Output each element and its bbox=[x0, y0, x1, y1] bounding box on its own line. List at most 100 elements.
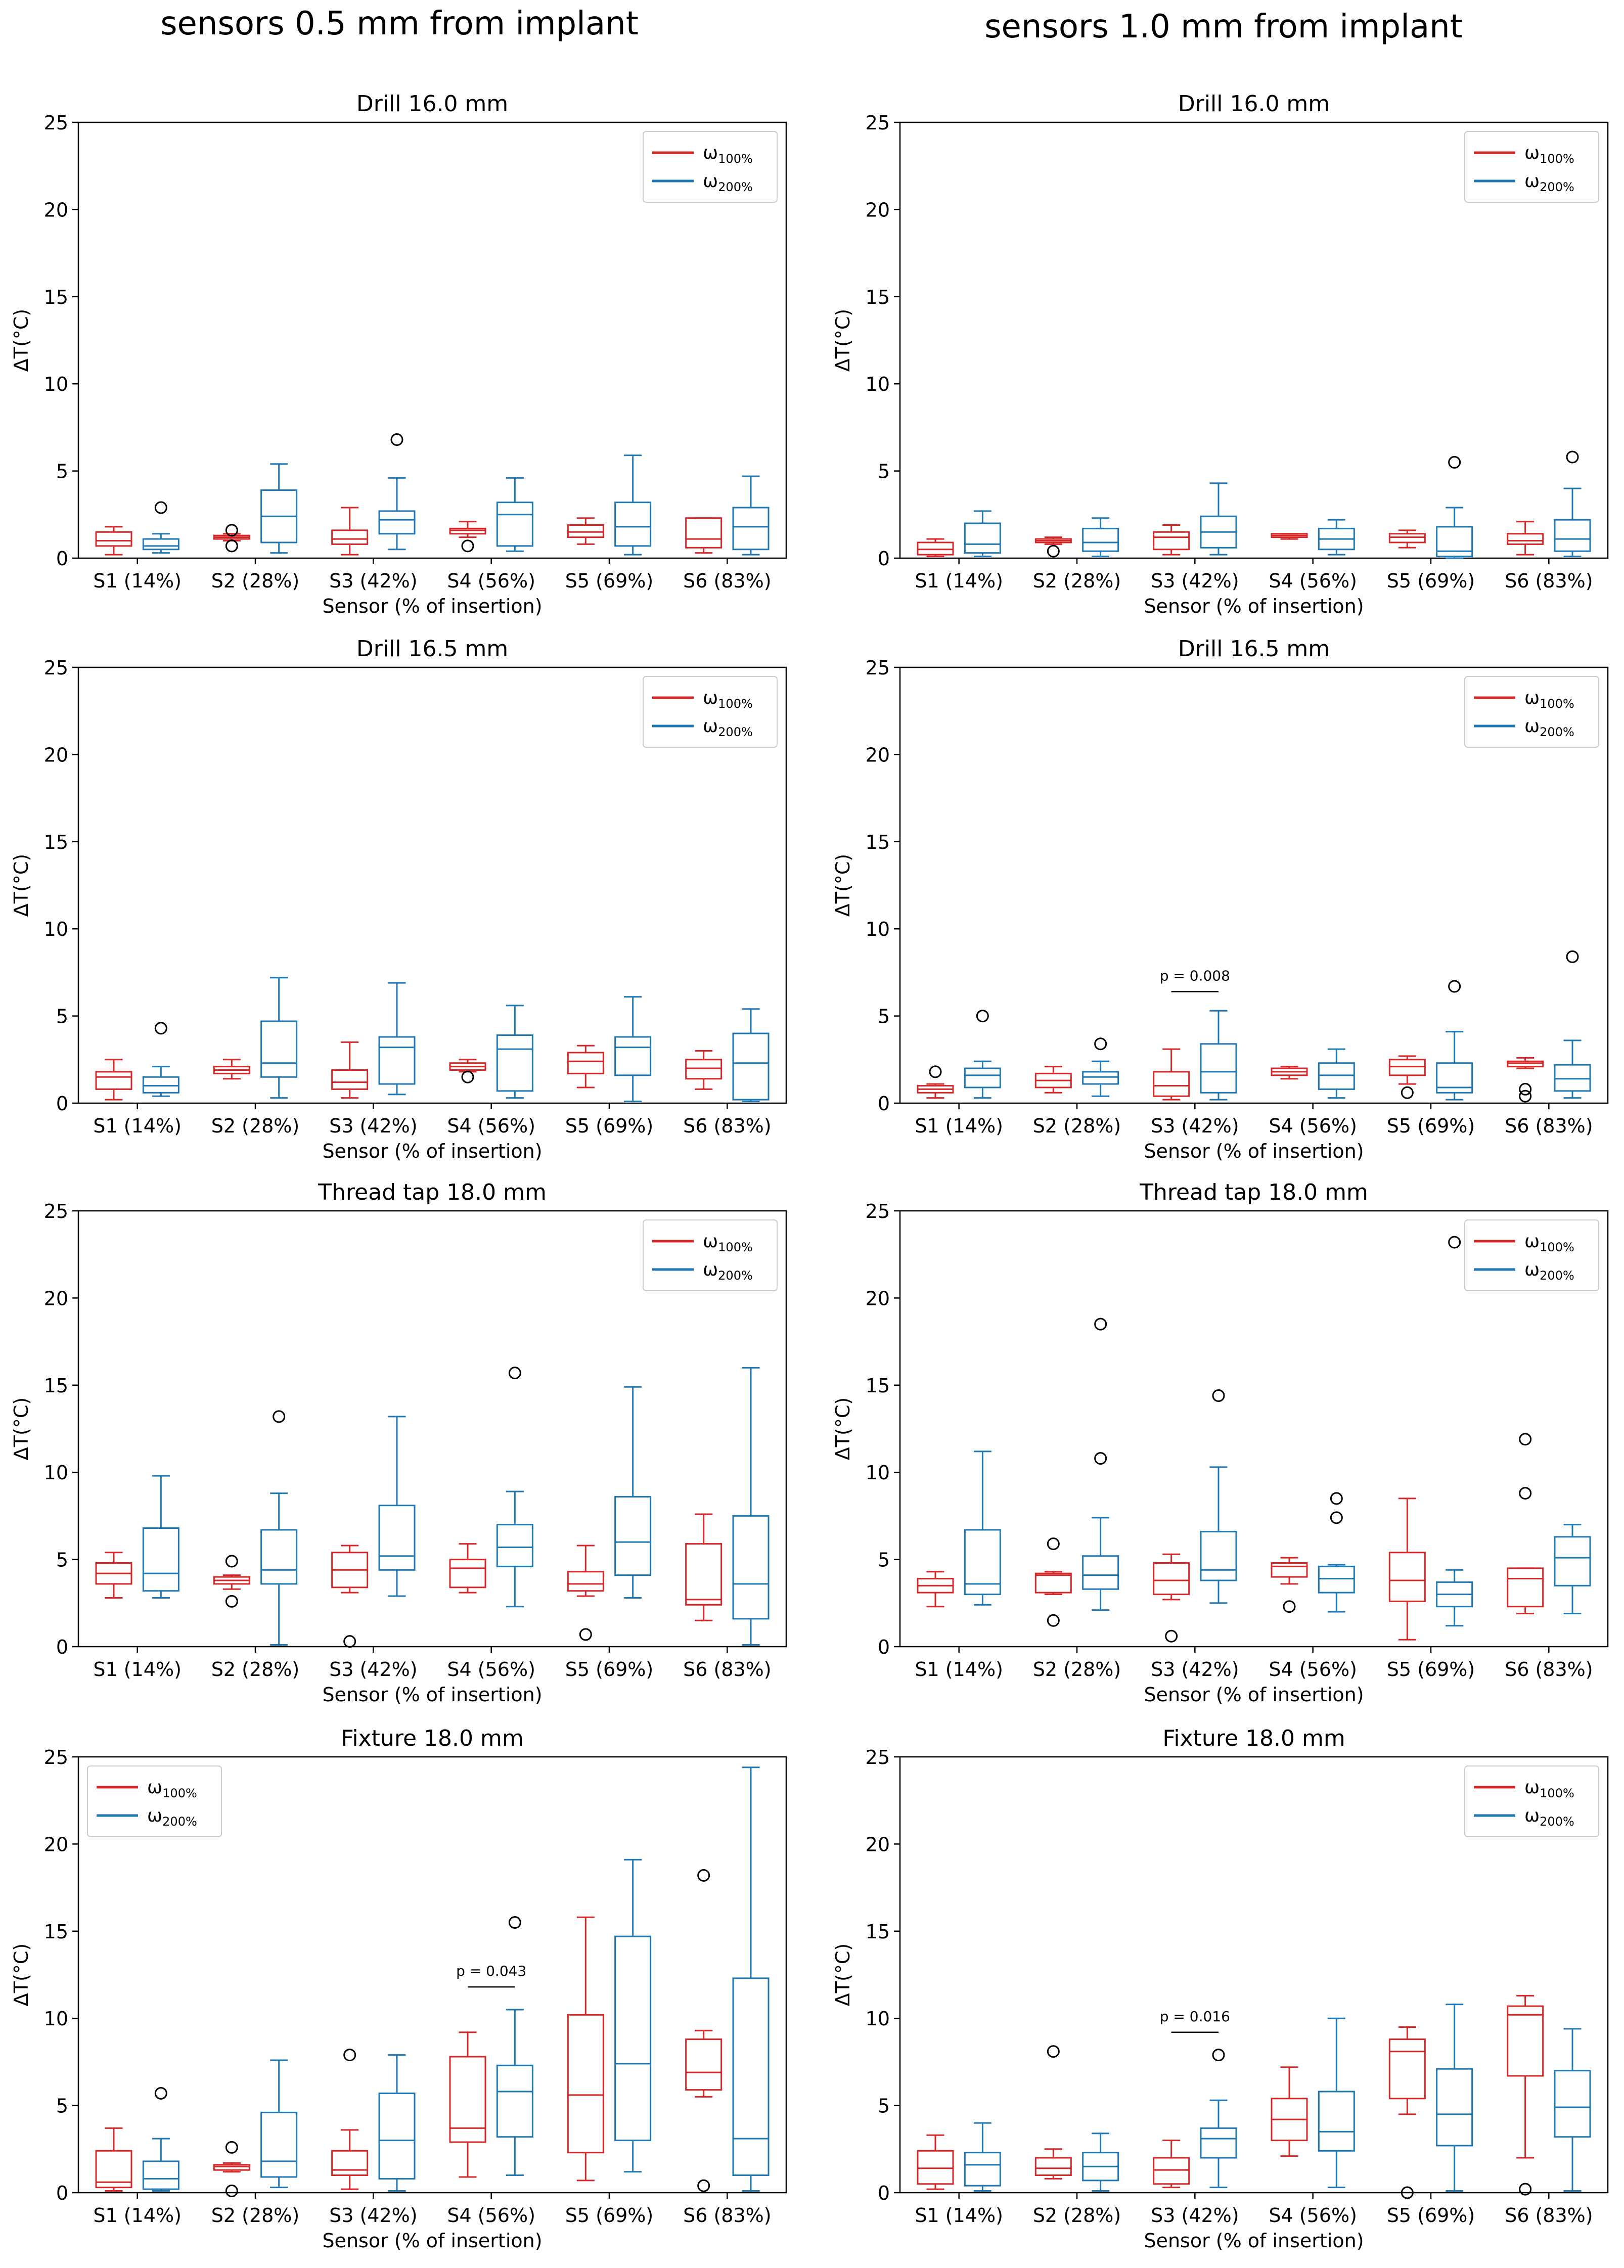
box-w100-2 bbox=[1034, 536, 1072, 558]
legend-box bbox=[643, 676, 778, 748]
legend-box bbox=[87, 1765, 222, 1837]
y-tick-label: 0 bbox=[56, 1093, 68, 1115]
y-tick-label: 25 bbox=[866, 112, 890, 134]
box-w200-1 bbox=[142, 501, 179, 554]
x-tick-label: S3 (42%) bbox=[329, 1115, 418, 1137]
box-iqr bbox=[142, 1527, 179, 1592]
outlier-point bbox=[461, 1070, 474, 1083]
outlier-point bbox=[225, 1595, 238, 1608]
x-tick-label: S5 (69%) bbox=[1387, 1658, 1475, 1681]
box-w200-5 bbox=[614, 455, 652, 556]
x-tick-label: S6 (83%) bbox=[683, 2204, 772, 2227]
y-tick-label: 25 bbox=[44, 1746, 68, 1768]
outlier-point bbox=[343, 2049, 356, 2062]
box-w100-6 bbox=[1507, 1057, 1544, 1103]
box-iqr bbox=[260, 1529, 298, 1585]
box-iqr bbox=[496, 502, 533, 547]
box-w200-6 bbox=[732, 1008, 770, 1103]
y-tick-label: 15 bbox=[44, 1921, 68, 1943]
x-tick-label: S1 (14%) bbox=[915, 2204, 1003, 2227]
box-w200-1 bbox=[964, 1450, 1001, 1606]
box-iqr bbox=[732, 507, 770, 551]
y-tick-label: 5 bbox=[56, 461, 68, 483]
outlier-point bbox=[1094, 1452, 1107, 1465]
x-tick-label: S5 (69%) bbox=[565, 570, 654, 592]
chart-panel-7: Fixture 18.0 mm 0 5 10 15 20 25 S1 (14%) S2 (28%… bbox=[10, 1726, 787, 2252]
box-w200-5 bbox=[1436, 980, 1473, 1101]
y-tick-label: 15 bbox=[866, 1921, 890, 1943]
outlier-point bbox=[225, 524, 238, 537]
y-tick-label: 0 bbox=[878, 2182, 890, 2204]
plot-frame bbox=[899, 666, 1609, 1104]
x-tick-label: S4 (56%) bbox=[447, 570, 535, 592]
x-tick-label: S5 (69%) bbox=[1387, 1115, 1475, 1137]
x-tick-label: S3 (42%) bbox=[329, 1658, 418, 1681]
x-tick-label: S3 (42%) bbox=[1151, 1115, 1239, 1137]
box-w200-2 bbox=[1082, 1037, 1119, 1097]
legend-label-w100: ω100% bbox=[703, 1231, 753, 1254]
y-tick-label: 15 bbox=[866, 1375, 890, 1397]
x-tick-label: S5 (69%) bbox=[565, 1658, 654, 1681]
box-iqr bbox=[1200, 1043, 1237, 1094]
x-tick-label: S2 (28%) bbox=[1033, 570, 1121, 592]
box-iqr bbox=[614, 1495, 652, 1576]
chart-panel-3: Drill 16.5 mm 0 5 10 15 20 25 S1 (14%) S2 (28%) S… bbox=[10, 636, 787, 1162]
outlier-point bbox=[1047, 2045, 1060, 2058]
x-tick-label: S5 (69%) bbox=[565, 1115, 654, 1137]
x-axis-label: Sensor (% of insertion) bbox=[322, 2230, 542, 2252]
box-w200-6 bbox=[732, 1367, 770, 1646]
box-w200-1 bbox=[142, 1475, 179, 1599]
box-w100-6 bbox=[1507, 1433, 1544, 1614]
box-iqr bbox=[964, 1067, 1001, 1088]
box-w200-6 bbox=[1554, 1524, 1591, 1614]
legend-box bbox=[643, 131, 778, 203]
outlier-point bbox=[1519, 1090, 1532, 1103]
box-w200-1 bbox=[964, 2122, 1001, 2192]
box-iqr bbox=[449, 1559, 486, 1589]
legend-label-w100: ω100% bbox=[147, 1777, 197, 1800]
x-tick-label: S3 (42%) bbox=[329, 570, 418, 592]
chart-title: Drill 16.0 mm bbox=[1178, 91, 1330, 117]
box-iqr bbox=[1507, 1060, 1544, 1068]
box-iqr bbox=[685, 517, 723, 549]
y-tick-label: 25 bbox=[44, 112, 68, 134]
legend-box bbox=[1464, 131, 1599, 203]
column-title-right: sensors 1.0 mm from implant bbox=[984, 8, 1463, 46]
box-w100-3 bbox=[331, 1545, 369, 1648]
legend: ω100% ω200% bbox=[1464, 676, 1599, 748]
box-iqr bbox=[142, 538, 179, 551]
outlier-point bbox=[697, 2179, 710, 2192]
box-w200-5 bbox=[614, 1386, 652, 1599]
box-w200-3 bbox=[378, 433, 416, 551]
outlier-point bbox=[1519, 1433, 1532, 1446]
box-w100-2 bbox=[213, 524, 250, 553]
box-iqr bbox=[331, 529, 369, 545]
box-w100-1 bbox=[95, 1059, 132, 1101]
legend-box bbox=[643, 1219, 778, 1291]
x-tick-label: S2 (28%) bbox=[211, 1658, 300, 1681]
x-tick-label: S1 (14%) bbox=[93, 570, 182, 592]
box-iqr bbox=[496, 2064, 533, 2138]
box-w200-2 bbox=[260, 1410, 298, 1646]
y-axis-label: ΔT(°C) bbox=[832, 309, 854, 372]
outlier-point bbox=[697, 1869, 710, 1882]
y-tick-label: 5 bbox=[56, 1549, 68, 1571]
chart-panel-1: Drill 16.0 mm 0 5 10 15 20 25 S1 (14%) S2 (28%) S… bbox=[10, 91, 787, 617]
box-iqr bbox=[1507, 1567, 1544, 1608]
box-w100-1 bbox=[95, 526, 132, 556]
box-iqr bbox=[260, 1020, 298, 1078]
box-w200-4 bbox=[1318, 2017, 1355, 2189]
x-tick-label: S1 (14%) bbox=[93, 2204, 182, 2227]
y-axis-label: ΔT(°C) bbox=[10, 1397, 32, 1460]
box-w100-6 bbox=[1507, 1994, 1544, 2196]
y-tick-label: 10 bbox=[866, 918, 890, 940]
y-tick-label: 20 bbox=[44, 1833, 68, 1855]
box-w200-3 bbox=[378, 982, 416, 1096]
legend-label-w200: ω200% bbox=[1524, 1805, 1574, 1829]
outlier-point bbox=[1519, 1082, 1532, 1096]
box-iqr bbox=[614, 1935, 652, 2142]
outlier-point bbox=[1566, 450, 1579, 464]
box-iqr bbox=[964, 1529, 1001, 1596]
box-iqr bbox=[496, 1034, 533, 1092]
chart-title: Drill 16.0 mm bbox=[356, 91, 508, 117]
